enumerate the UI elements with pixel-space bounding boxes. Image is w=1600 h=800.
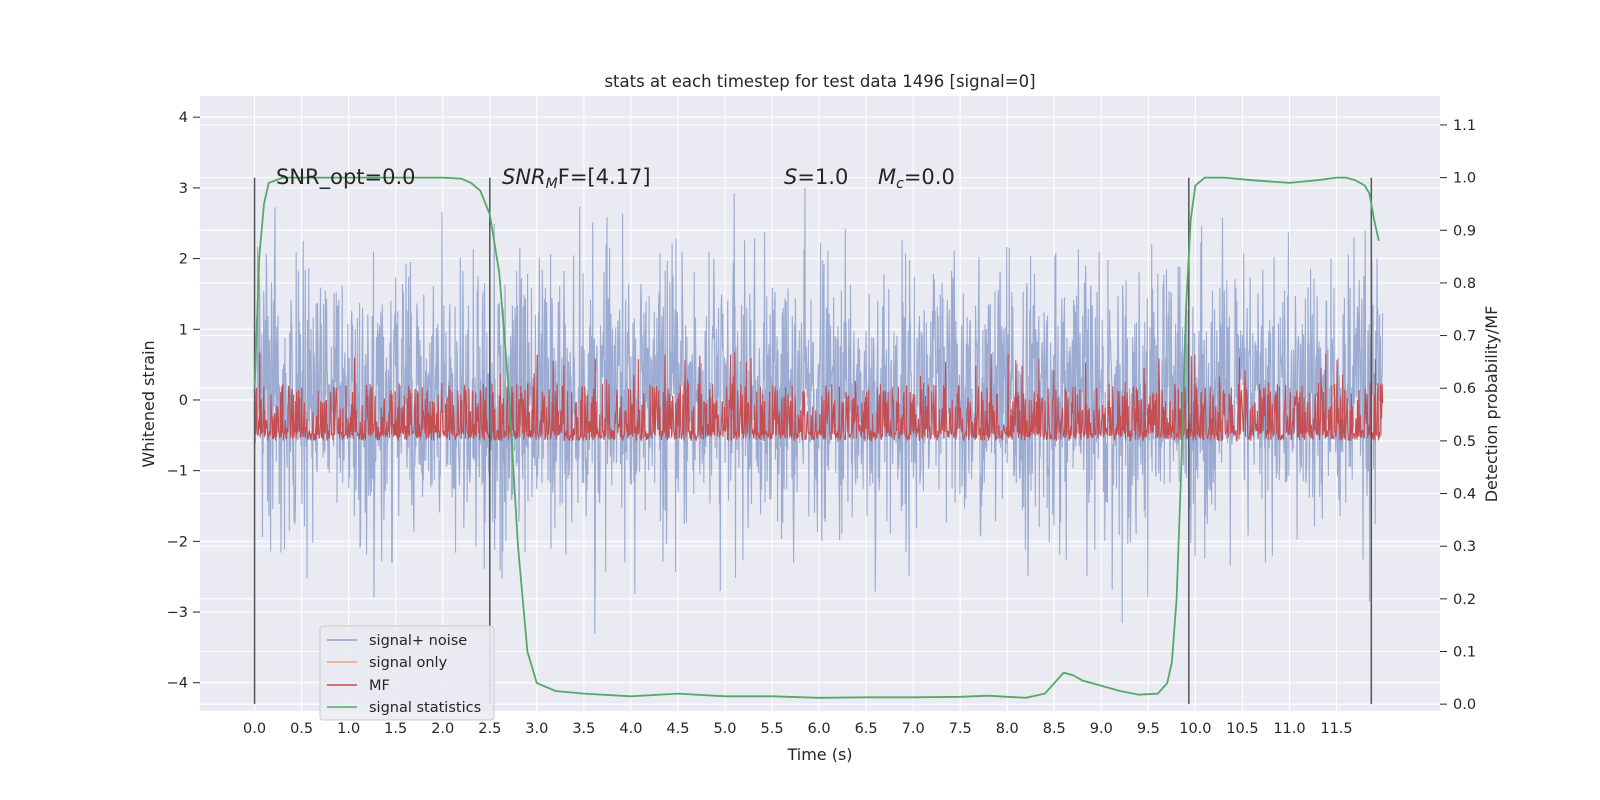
annotation-snr-mf-value: F=[4.17] bbox=[558, 165, 651, 189]
x-tick-label: 9.5 bbox=[1137, 721, 1160, 737]
x-tick-label: 11.5 bbox=[1320, 721, 1352, 737]
x-tick-label: 3.0 bbox=[525, 721, 548, 737]
y-axis-left: 4 3 2 1 0 −1 −2 −3 −4 bbox=[167, 110, 200, 692]
y-tick-label: −4 bbox=[167, 676, 188, 692]
y-tick-label: −1 bbox=[167, 464, 188, 480]
x-tick-label: 5.0 bbox=[713, 721, 736, 737]
y-tick-label: 1 bbox=[179, 322, 188, 338]
x-tick-label: 9.0 bbox=[1090, 721, 1113, 737]
legend-label-mf: MF bbox=[369, 678, 390, 694]
x-tick-label: 11.0 bbox=[1273, 721, 1305, 737]
legend-box bbox=[319, 625, 495, 721]
y-tick-label: 3 bbox=[179, 181, 188, 197]
y2-axis-label: Detection probability/MF bbox=[1482, 306, 1501, 503]
annotation-snr-mf: SNRMF=[4.17] bbox=[502, 165, 651, 192]
x-tick-label: 5.5 bbox=[760, 721, 783, 737]
x-tick-label: 6.5 bbox=[855, 721, 878, 737]
y-tick-label: −3 bbox=[167, 605, 188, 621]
x-tick-label: 7.0 bbox=[902, 721, 925, 737]
x-tick-label: 8.5 bbox=[1043, 721, 1066, 737]
annotation-s-symbol: S bbox=[784, 165, 797, 189]
y-tick-label: 0 bbox=[179, 393, 188, 409]
y-tick-label: 2 bbox=[179, 252, 188, 268]
y2-tick-label: 0.9 bbox=[1453, 223, 1476, 239]
annotations: SNR_opt=0.0 SNRMF=[4.17] S=1.0 Mc=0.0 bbox=[276, 165, 955, 192]
x-tick-label: 2.5 bbox=[478, 721, 501, 737]
y2-tick-label: 0.4 bbox=[1453, 487, 1476, 503]
y-axis-label: Whitened strain bbox=[139, 340, 158, 467]
y2-tick-label: 0.3 bbox=[1453, 539, 1476, 555]
x-axis-label: Time (s) bbox=[786, 745, 852, 764]
x-tick-label: 0.0 bbox=[243, 721, 266, 737]
legend-label-signal-only: signal only bbox=[369, 655, 448, 671]
mf-series bbox=[254, 352, 1384, 443]
y2-tick-label: 0.8 bbox=[1453, 276, 1476, 292]
y2-tick-label: 0.5 bbox=[1453, 434, 1476, 450]
x-tick-label: 10.0 bbox=[1179, 721, 1211, 737]
y2-tick-label: 0.7 bbox=[1453, 329, 1476, 345]
y-axis-right: 1.1 1.0 0.9 0.8 0.7 0.6 0.5 0.4 0.3 0.2 0.1 0.0 bbox=[1440, 118, 1476, 713]
annotation-mc-symbol: M bbox=[878, 165, 896, 189]
annotation-s: S=1.0 bbox=[784, 165, 848, 189]
legend-label-signal-noise: signal+ noise bbox=[369, 633, 467, 649]
x-tick-label: 1.0 bbox=[337, 721, 360, 737]
y-tick-label: −2 bbox=[167, 534, 188, 550]
y2-tick-label: 0.1 bbox=[1453, 645, 1476, 661]
y-tick-label: 4 bbox=[179, 110, 188, 126]
y2-tick-label: 0.0 bbox=[1453, 697, 1476, 713]
x-axis: 0.0 0.5 1.0 1.5 2.0 2.5 3.0 3.5 4.0 4.5 5.0 5.5 6.0 6… bbox=[243, 721, 1353, 737]
x-tick-label: 3.5 bbox=[572, 721, 595, 737]
x-tick-label: 7.5 bbox=[949, 721, 972, 737]
x-tick-label: 4.5 bbox=[666, 721, 689, 737]
legend-label-signal-statistics: signal statistics bbox=[369, 700, 481, 716]
x-tick-label: 1.5 bbox=[384, 721, 407, 737]
chart-title: stats at each timestep for test data 149… bbox=[604, 72, 1035, 91]
annotation-snr-opt: SNR_opt=0.0 bbox=[276, 165, 416, 190]
annotation-mc-value: =0.0 bbox=[904, 165, 955, 189]
annotation-mc: Mc=0.0 bbox=[878, 165, 955, 192]
x-tick-label: 10.5 bbox=[1226, 721, 1258, 737]
signal-statistics-series bbox=[253, 176, 1380, 699]
y2-tick-label: 0.6 bbox=[1453, 381, 1476, 397]
y2-tick-label: 0.2 bbox=[1453, 592, 1476, 608]
x-tick-label: 6.0 bbox=[808, 721, 831, 737]
mf-line bbox=[254, 352, 1384, 443]
x-tick-label: 4.0 bbox=[619, 721, 642, 737]
y2-tick-label: 1.0 bbox=[1453, 171, 1476, 187]
x-tick-label: 8.0 bbox=[996, 721, 1019, 737]
signal-statistics-line bbox=[253, 176, 1380, 699]
legend: signal+ noise signal only MF signal stat… bbox=[319, 625, 495, 721]
annotation-snr-mf-subscript: M bbox=[546, 176, 558, 192]
x-tick-label: 2.0 bbox=[431, 721, 454, 737]
annotation-mc-subscript: c bbox=[896, 176, 904, 192]
annotation-s-value: =1.0 bbox=[797, 165, 848, 189]
annotation-snr-mf-symbol: SNR bbox=[502, 165, 546, 189]
y2-tick-label: 1.1 bbox=[1453, 118, 1476, 134]
x-tick-label: 0.5 bbox=[290, 721, 313, 737]
